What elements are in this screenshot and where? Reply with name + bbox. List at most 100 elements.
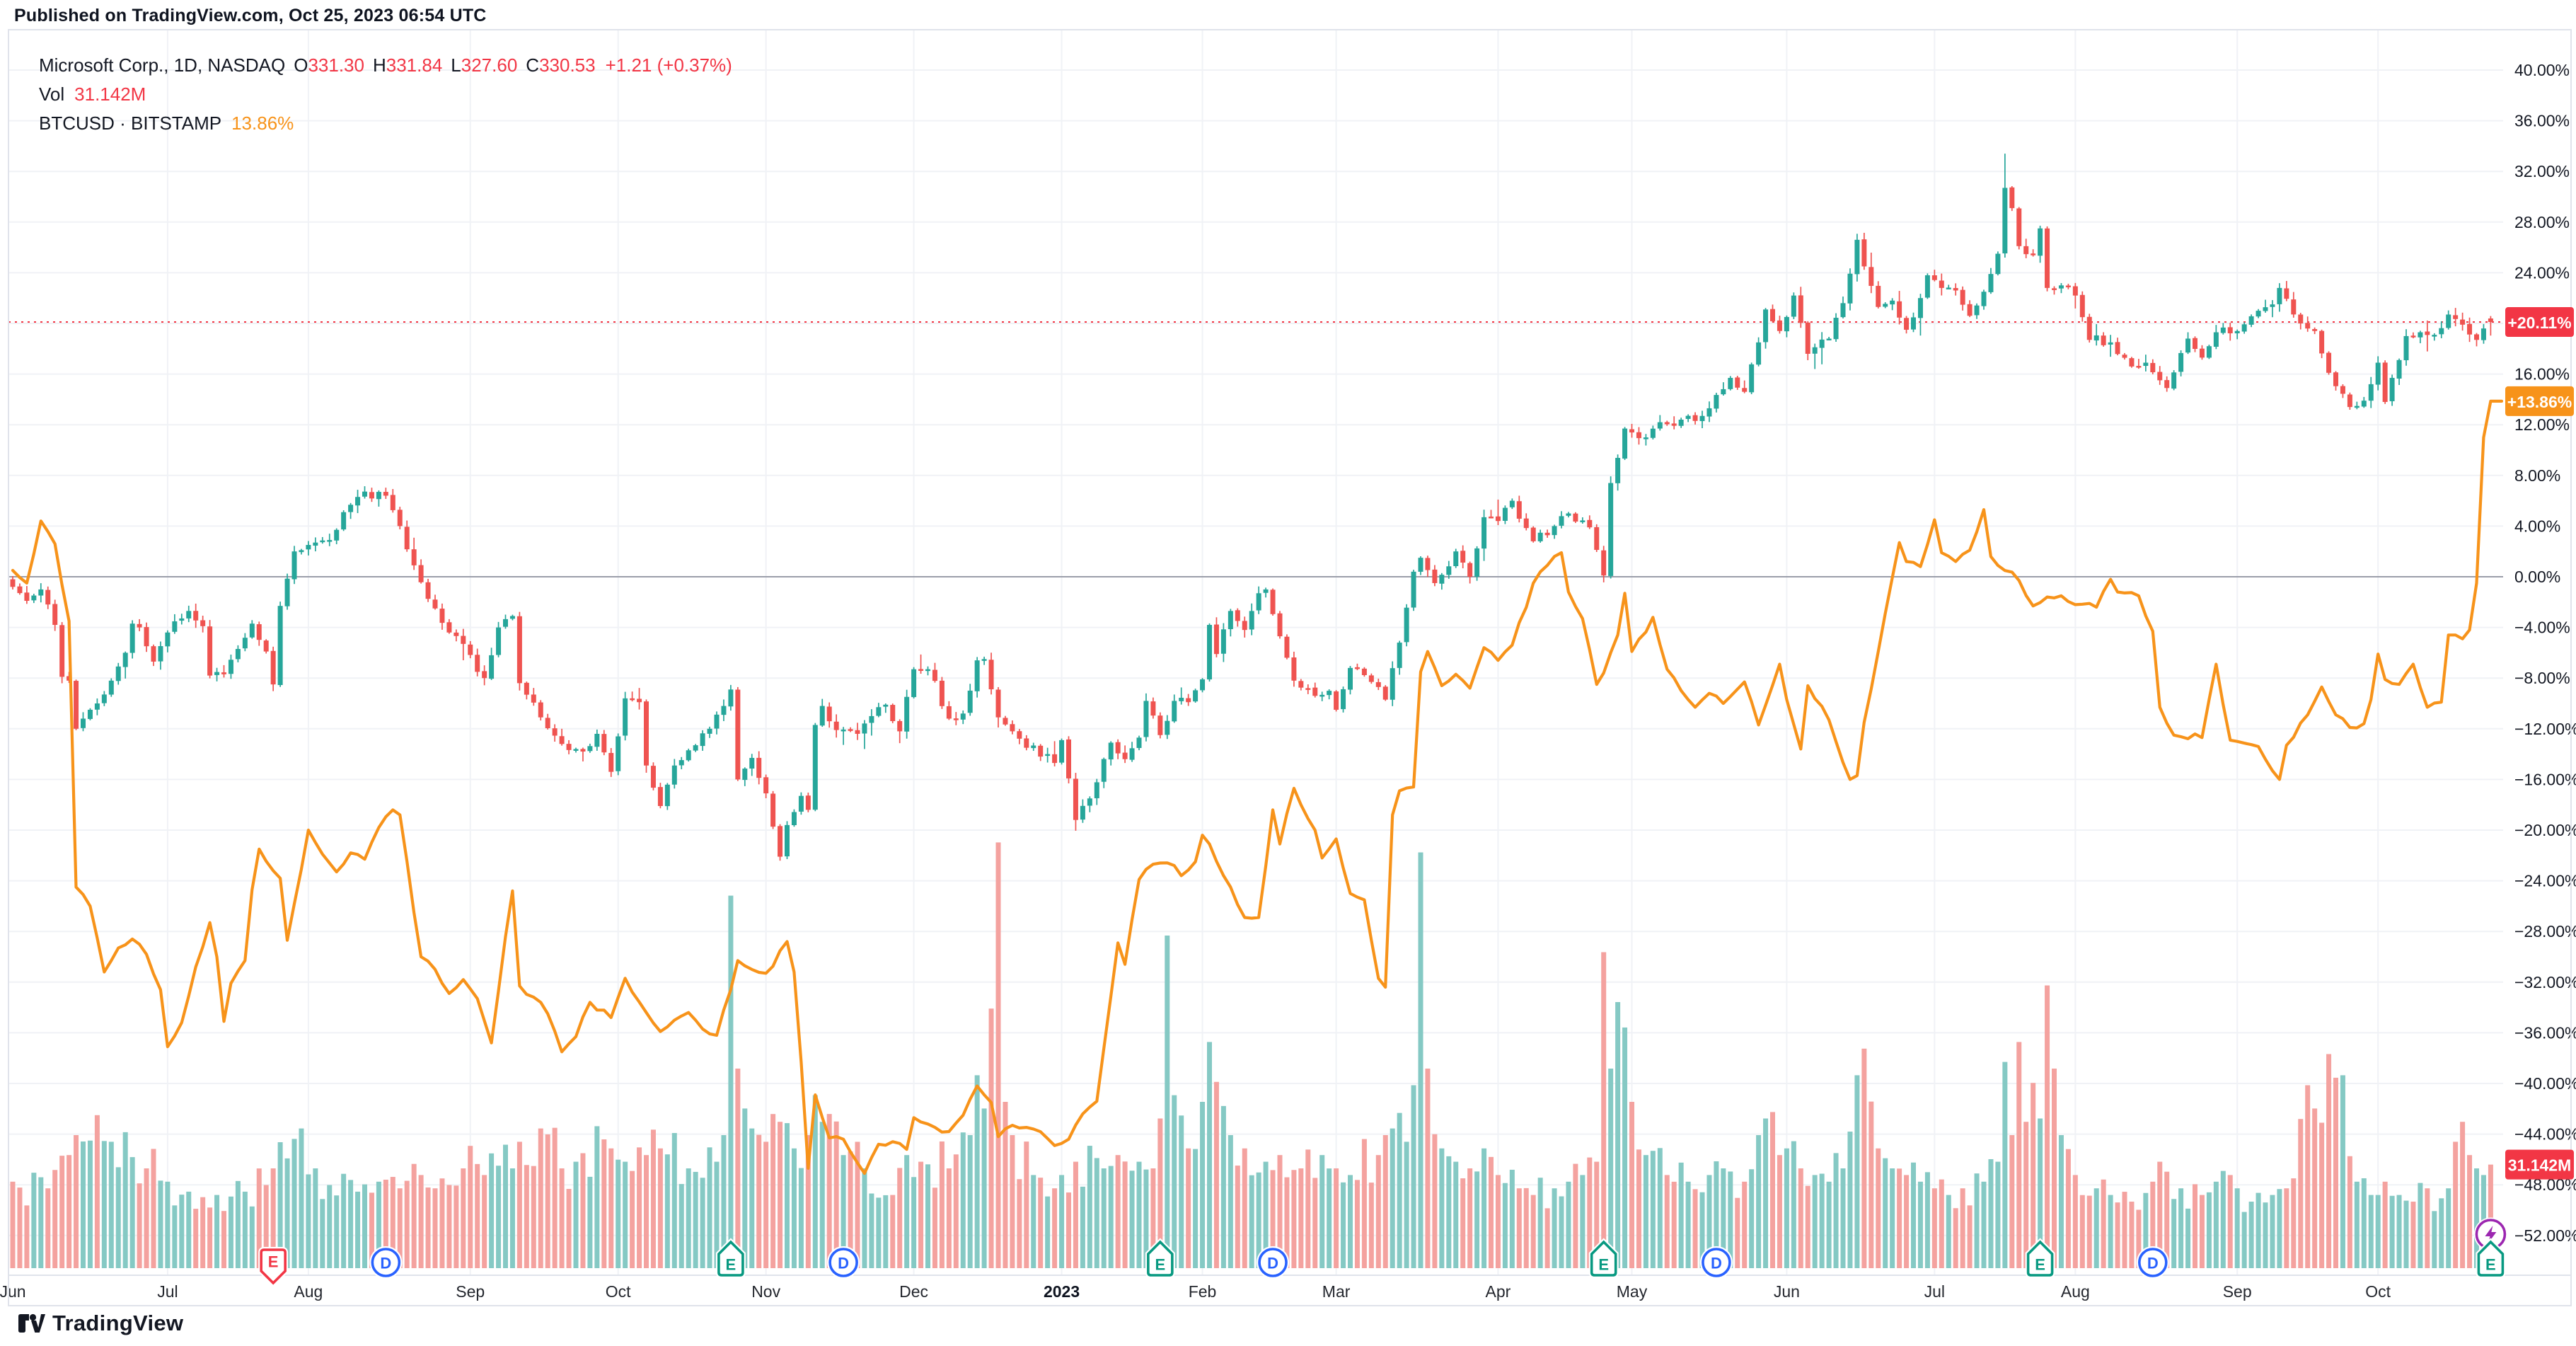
compare-symbol-value: 13.86% [231,113,294,134]
earnings-up-icon[interactable]: E [2025,1238,2055,1278]
svg-text:D: D [1267,1255,1278,1272]
compare-symbol-title: BTCUSD · BITSTAMP [39,113,222,134]
y-axis-label: −20.00% [2514,821,2576,839]
y-axis-label: −28.00% [2514,922,2576,941]
svg-text:D: D [2147,1255,2159,1272]
symbol-title: Microsoft Corp., 1D, NASDAQ [39,54,286,76]
dividend-icon[interactable]: D [827,1246,860,1279]
x-axis-label: Jul [1924,1282,1945,1301]
tradingview-logo-icon[interactable] [17,1312,45,1335]
badge-volume-last [2505,1149,2574,1180]
legend-btc-row: BTCUSD · BITSTAMP 13.86% [39,109,732,138]
y-axis-label: 36.00% [2514,112,2570,130]
ohlc-open-label: O [294,54,308,76]
earnings-up-icon[interactable]: E [1145,1238,1175,1278]
volume-value: 31.142M [74,84,146,105]
y-axis-label: 40.00% [2514,61,2570,79]
earnings-down-icon[interactable]: E [258,1247,289,1287]
published-header: Published on TradingView.com, Oct 25, 20… [14,6,487,25]
btc-compare-line [11,399,2504,1175]
y-axis-label: −4.00% [2514,619,2570,637]
y-axis-label: −36.00% [2514,1023,2576,1042]
chart-frame-border [8,29,2572,1306]
y-axis-label: 4.00% [2514,517,2560,535]
y-axis-label: −32.00% [2514,973,2576,991]
volume-bars [10,842,2493,1268]
y-axis-label: 8.00% [2514,466,2560,485]
svg-text:E: E [1598,1256,1609,1274]
y-axis-label: −8.00% [2514,669,2570,687]
y-axis-label: −40.00% [2514,1074,2576,1093]
time-axis[interactable]: Jun Jul Aug Sep Oct Nov Dec 2023 Feb Mar Apr May Jun… [0,1275,2571,1301]
x-axis-label: Sep [2223,1282,2252,1301]
x-axis-label: Mar [1322,1282,1351,1301]
ohlc-close-label: C [526,54,540,76]
x-axis-label: Jun [1774,1282,1800,1301]
svg-text:E: E [1155,1256,1166,1274]
grid [8,30,2503,1275]
price-axis[interactable]: 40.00% 36.00% 32.00% 28.00% 24.00% 16.00% 12.0… [2503,30,2576,1306]
y-axis-label: −24.00% [2514,872,2576,890]
ohlc-high-label: H [372,54,386,76]
dividend-icon[interactable]: D [1699,1246,1733,1279]
dividend-icon[interactable]: D [1257,1246,1290,1279]
badge-msft-last-text: +20.11% [2507,314,2571,332]
svg-text:E: E [726,1256,737,1274]
ohlc-low-label: L [451,54,461,76]
svg-text:E: E [2035,1256,2045,1274]
x-axis-label: Dec [899,1282,928,1301]
ohlc-open-value: 331.30 [308,54,364,76]
svg-text:D: D [1711,1255,1722,1272]
svg-text:D: D [380,1255,391,1272]
y-axis-label: −52.00% [2514,1226,2576,1245]
svg-text:E: E [2485,1256,2496,1274]
y-axis-label: −44.00% [2514,1125,2576,1144]
y-axis-label: 28.00% [2514,213,2570,231]
x-axis-label: Feb [1189,1282,1217,1301]
legend-msft-row: Microsoft Corp., 1D, NASDAQ O331.30 H331.8… [39,51,732,80]
x-axis-label: Jun [0,1282,26,1301]
candles [10,154,2493,861]
x-axis-label: Nov [751,1282,780,1301]
earnings-up-icon[interactable]: E [2476,1238,2506,1278]
y-axis-label: −12.00% [2514,720,2576,738]
flash-icon[interactable] [2473,1217,2507,1251]
earnings-up-icon[interactable]: E [715,1238,746,1278]
earnings-up-icon[interactable]: E [1588,1238,1619,1278]
ohlc-close-value: 330.53 [539,54,596,76]
svg-text:D: D [838,1255,849,1272]
badge-btc-last [2505,386,2574,416]
dividend-icon[interactable]: D [369,1246,403,1279]
x-axis-label: Oct [606,1282,631,1301]
x-axis-label: 2023 [1044,1282,1080,1301]
y-axis-label: 24.00% [2514,263,2570,282]
badge-btc-last-text: +13.86% [2507,393,2572,411]
badge-msft-last [2505,307,2574,338]
ohlc-low-value: 327.60 [461,54,518,76]
y-axis-label: 16.00% [2514,365,2570,384]
x-axis-label: Apr [1486,1282,1511,1301]
dividend-icon[interactable]: D [2136,1246,2169,1279]
x-axis-label: Oct [2365,1282,2391,1301]
tradingview-logo-text[interactable]: TradingView [52,1311,184,1335]
axis-badges: +20.11% +13.86% 31.142M [2505,307,2574,1180]
legend: Microsoft Corp., 1D, NASDAQ O331.30 H331.8… [39,51,732,138]
x-axis-label: Sep [456,1282,485,1301]
x-axis-label: Aug [2061,1282,2090,1301]
y-axis-label: 32.00% [2514,162,2570,180]
x-axis-label: May [1617,1282,1648,1301]
y-axis-label: −16.00% [2514,770,2576,788]
y-axis-label: 12.00% [2514,415,2570,434]
svg-text:E: E [268,1253,279,1271]
badge-volume-last-text: 31.142M [2508,1156,2572,1175]
volume-label: Vol [39,84,65,105]
x-axis-label: Aug [294,1282,323,1301]
day-change-value: +1.21 (+0.37%) [605,54,732,76]
x-axis-label: Jul [157,1282,178,1301]
y-axis-label: 0.00% [2514,568,2560,586]
footer: TradingView [17,1309,183,1338]
